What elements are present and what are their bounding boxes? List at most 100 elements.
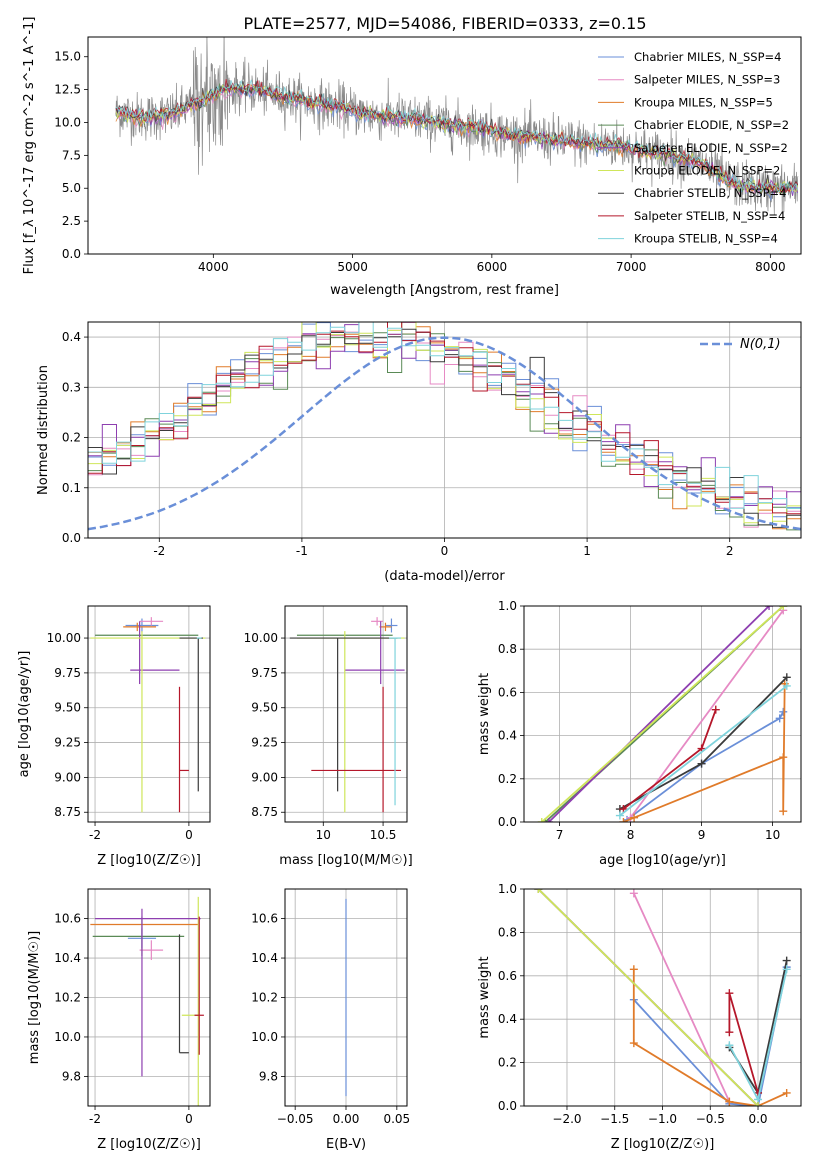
residual-histogram-step — [88, 322, 801, 538]
y-tick-label: 0.2 — [62, 431, 81, 445]
plot-area — [88, 322, 801, 538]
mass-weight-point — [779, 753, 788, 762]
mass-weight-point — [544, 818, 553, 822]
x-axis-label: age [log10(age/yr)] — [599, 853, 726, 868]
x-tick-label: -2 — [153, 544, 165, 558]
legend-entry-label: Salpeter STELIB, N_SSP=4 — [634, 209, 785, 223]
y-tick-label: 0.8 — [498, 925, 517, 939]
y-tick-label: 10.2 — [54, 991, 81, 1005]
y-tick-label: 0.0 — [498, 815, 517, 829]
mass-weight-series-line — [626, 711, 784, 821]
mass-weight-point — [782, 673, 791, 682]
y-tick-label: 9.00 — [54, 770, 81, 784]
mass-weight-point — [779, 707, 788, 716]
mass-weight-point — [711, 705, 720, 714]
plot-area — [537, 606, 791, 822]
y-tick-label: 0.1 — [62, 481, 81, 495]
y-axis-label: mass [log10(M/M☉)] — [27, 931, 42, 1064]
mass-weight-point — [630, 813, 639, 822]
model-spectrum-line — [115, 79, 799, 193]
x-tick-label: −1.0 — [648, 1112, 677, 1126]
y-tick-label: 10.0 — [54, 1030, 81, 1044]
y-tick-label: 9.8 — [259, 1069, 278, 1083]
y-tick-label: 0.2 — [498, 1056, 517, 1070]
mass-weight-point — [775, 714, 784, 723]
x-tick-label: 7 — [556, 828, 564, 842]
y-tick-label: 12.5 — [54, 83, 81, 97]
y-axis-label: Flux [f_λ 10^-17 erg cm^-2 s^-1 A^-1] — [22, 17, 37, 275]
x-tick-label: 7000 — [616, 260, 647, 274]
mass-weight-point — [619, 818, 628, 822]
y-tick-label: 10.6 — [54, 912, 81, 926]
legend-entry-label: Chabrier STELIB, N_SSP=4 — [634, 186, 786, 200]
age-vs-metallicity-panel: -2 0 8.75 9.00 9.25 9.50 9.75 10.00 Z [log10(Z/Z… — [17, 605, 211, 868]
mass-weight-point — [725, 1097, 734, 1106]
y-tick-label: 9.75 — [54, 666, 81, 680]
x-tick-label: 8000 — [755, 260, 786, 274]
x-tick-label: 5000 — [337, 260, 368, 274]
y-tick-label: 0.8 — [498, 642, 517, 656]
x-tick-label: -2 — [89, 828, 101, 842]
y-tick-label: 9.50 — [54, 701, 81, 715]
model-spectrum-line — [115, 79, 799, 194]
legend-entry-label: Chabrier ELODIE, N_SSP=2 — [634, 118, 789, 132]
mass-weight-series-line — [548, 606, 770, 822]
mass-weight-series-line — [728, 992, 759, 1094]
y-tick-label: 9.25 — [54, 736, 81, 750]
legend-entry-label: Kroupa MILES, N_SSP=5 — [634, 95, 773, 109]
y-tick-label: 10.2 — [251, 991, 278, 1005]
y-tick-label: 9.50 — [251, 701, 278, 715]
mass-weight-series-line — [619, 685, 788, 817]
y-tick-label: 8.75 — [54, 805, 81, 819]
plot-area — [115, 37, 799, 215]
mass-weight-point — [782, 956, 791, 965]
y-axis-label: age [log10(age/yr)] — [17, 651, 32, 778]
x-tick-label: 0 — [185, 1112, 193, 1126]
y-tick-label: 9.00 — [251, 770, 278, 784]
x-tick-label: 8 — [627, 828, 635, 842]
y-tick-label: 0.3 — [62, 380, 81, 394]
mass-vs-metallicity-panel: -2 0 9.8 10.0 10.2 10.4 10.6 Z [log10(Z/Z☉)] mas… — [27, 888, 211, 1152]
y-tick-label: 10.0 — [251, 1030, 278, 1044]
y-tick-label: 0.0 — [62, 531, 81, 545]
legend-entry-label: N(0,1) — [740, 337, 781, 352]
y-tick-label: 0.4 — [62, 330, 81, 344]
y-tick-label: 0.4 — [498, 729, 517, 743]
legend-entry-label: Chabrier MILES, N_SSP=4 — [634, 50, 781, 64]
legend-entry-label: Salpeter MILES, N_SSP=3 — [634, 73, 780, 87]
y-tick-label: 8.75 — [251, 805, 278, 819]
x-tick-label: 4000 — [198, 260, 229, 274]
x-tick-label: 10.5 — [370, 828, 397, 842]
x-axis-label: (data-model)/error — [384, 569, 505, 584]
mass-weight-point — [537, 818, 546, 822]
x-tick-label: −0.05 — [277, 1112, 314, 1126]
x-tick-label: 0 — [441, 544, 449, 558]
plot-area — [534, 889, 791, 1106]
axes-frame — [523, 605, 802, 823]
y-tick-label: 7.5 — [62, 148, 81, 162]
y-tick-label: 2.5 — [62, 214, 81, 228]
x-axis-label: Z [log10(Z/Z☉)] — [97, 853, 201, 868]
mass-weight-point — [615, 811, 624, 820]
mass-weight-vs-metallicity-panel: −2.0 −1.5 −1.0 −0.5 0.0 0.0 0.2 0.4 0.6 0.8 1.0 Z [… — [477, 882, 802, 1152]
mass-weight-point — [765, 606, 774, 610]
y-tick-label: 0.6 — [498, 969, 517, 983]
residuals-panel: -2 -1 0 1 2 0.0 0.1 0.2 0.3 0.4 (data-model)/error… — [36, 321, 802, 584]
mass-weight-point — [725, 989, 734, 998]
x-axis-label: mass [log10(M/M☉)] — [279, 853, 412, 868]
mass-weight-series-line — [541, 606, 784, 822]
axes-frame — [87, 36, 802, 255]
x-tick-label: 0.05 — [383, 1112, 410, 1126]
legend: Chabrier MILES, N_SSP=4 Salpeter MILES, N… — [598, 50, 789, 246]
mass-weight-point — [782, 681, 791, 690]
mass-weight-point — [534, 889, 543, 893]
mass-weight-point — [629, 965, 638, 974]
x-tick-label: −0.5 — [696, 1112, 725, 1126]
x-axis-label: Z [log10(Z/Z☉)] — [97, 1137, 201, 1152]
x-tick-label: 9 — [698, 828, 706, 842]
mass-weight-point — [782, 1088, 791, 1097]
normal-reference-curve — [88, 336, 801, 531]
x-tick-label: −1.5 — [600, 1112, 629, 1126]
legend-entry-label: Kroupa ELODIE, N_SSP=2 — [634, 164, 780, 178]
